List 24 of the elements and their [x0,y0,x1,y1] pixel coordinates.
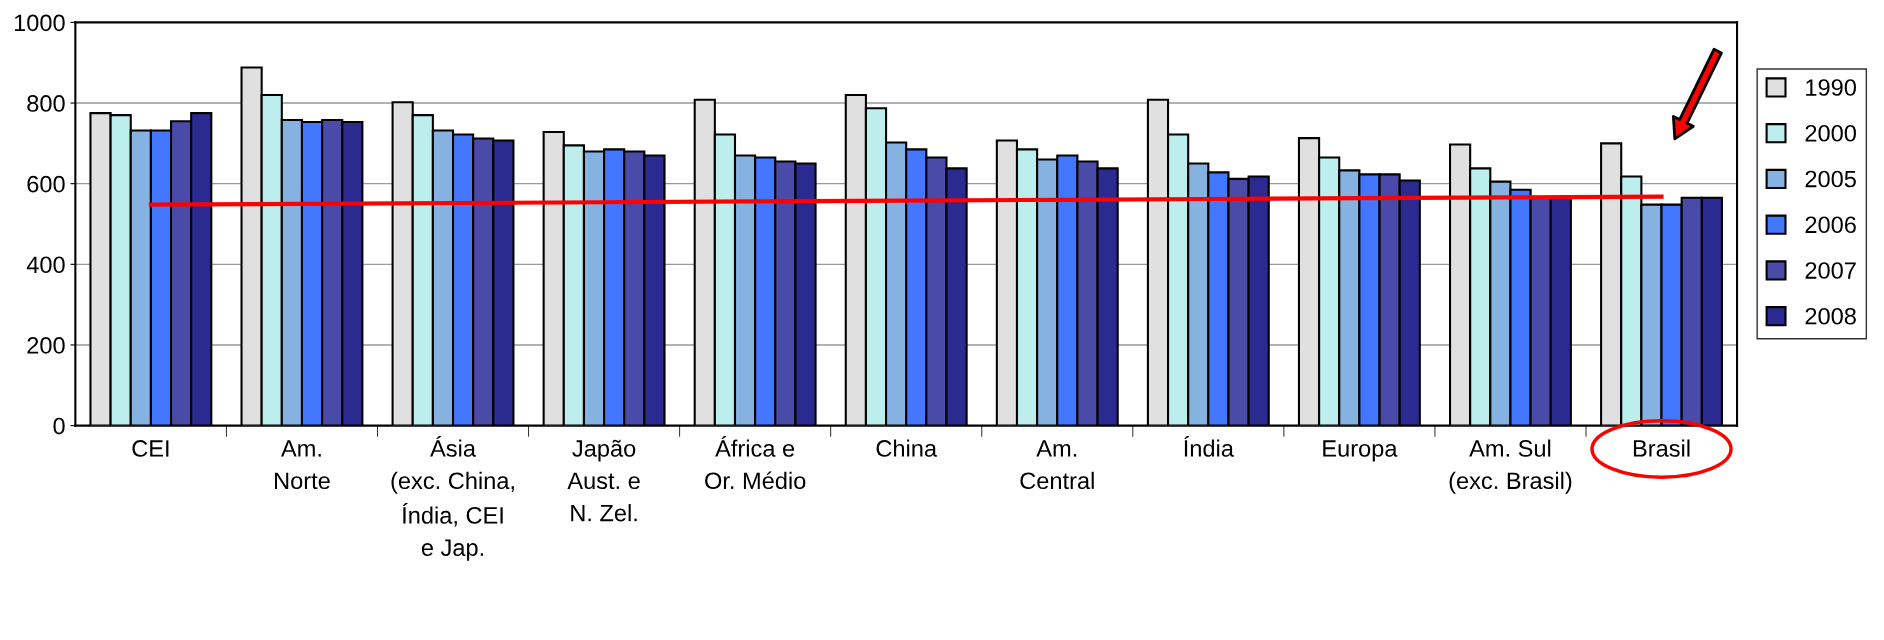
y-tick-label: 200 [27,337,65,354]
y-tick-label: 800 [27,95,65,112]
y-tick-label: 400 [26,256,65,274]
x-tick-label: Am. Sul (exc. Brasil) [1449,439,1572,494]
legend-label: 2007 [1805,262,1856,279]
x-tick-label: Am. Norte [275,440,330,490]
x-tick-label: África e Or. Médio [705,436,806,490]
x-tick-label: Brasil [1633,439,1690,457]
x-tick-label: Europa [1323,440,1398,462]
legend-label: 2008 [1805,307,1856,325]
line-series [148,194,1664,207]
legend-label: 2005 [1805,170,1856,188]
x-tick-label: China [876,439,938,457]
legend-label: 2000 [1805,124,1856,142]
y-tick-label: 0 [53,417,65,435]
y-tick-label: 1000 [14,14,65,32]
x-tick-label: Japão Aust. e N. Zel. [567,439,640,522]
x-tick-label: Am. Central [1020,440,1094,490]
x-tick-label: Índia [1184,436,1234,457]
legend-label: 1990 [1806,79,1856,96]
x-tick-label: Ásia (exc. China, Índia, CEI e Jap. [391,436,514,561]
x-tick-label: CEI [132,440,169,457]
legend-label: 2006 [1805,216,1856,234]
y-tick-label: 600 [27,175,65,193]
